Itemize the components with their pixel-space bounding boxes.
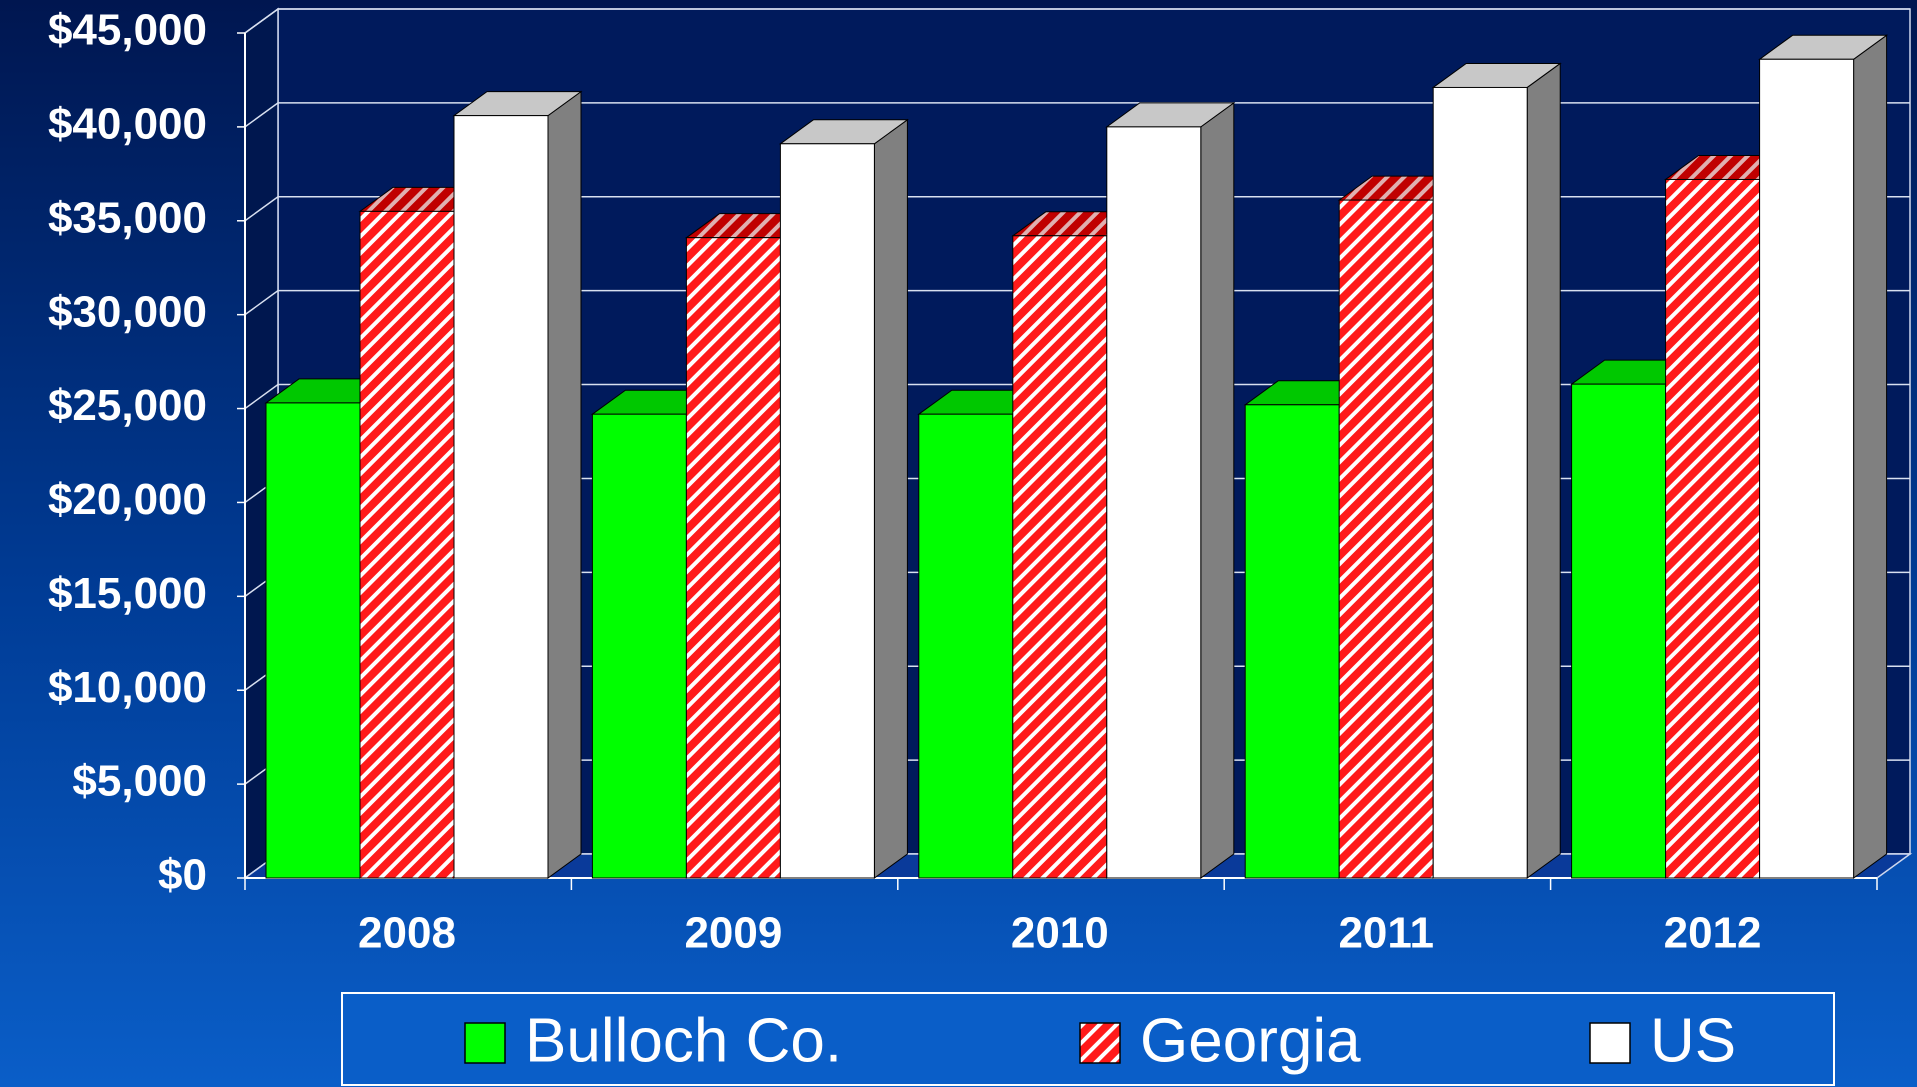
legend-label: Bulloch Co. [525,1006,842,1075]
bar-front [1759,58,1855,879]
grid-line [244,8,1910,34]
legend-swatch [1589,1022,1631,1064]
bar [778,118,909,879]
bar-side [1200,101,1235,879]
bar-front [1012,235,1108,879]
bar-side [1526,62,1561,879]
x-tick-label: 2008 [358,909,456,958]
y-tick-label: $10,000 [48,663,207,712]
bar-front [1106,126,1202,879]
bar [1758,34,1889,879]
bar-front [1338,199,1434,879]
y-tick-label: $20,000 [48,475,207,524]
bar-side [547,90,582,879]
y-tick-label: $25,000 [48,381,207,430]
x-tick-label: 2010 [1011,909,1109,958]
bar-side [873,118,908,879]
y-tick-label: $40,000 [48,100,207,149]
bar-front [453,115,549,879]
y-tick-label: $35,000 [48,193,207,242]
bar-front [591,413,687,879]
bar-front [918,413,1014,879]
y-tick-label: $45,000 [48,6,207,55]
bar [452,90,583,879]
bar-front [1432,86,1528,879]
legend-label: Georgia [1140,1006,1361,1075]
bar-front [1244,404,1340,879]
x-tick-label: 2009 [684,909,782,958]
bar [1431,62,1562,879]
x-tick-label: 2011 [1338,909,1433,958]
legend-swatch [1079,1022,1121,1064]
y-tick-label: $15,000 [48,569,207,618]
y-tick-label: $5,000 [72,757,207,806]
bar-front [265,402,361,879]
x-tick-label: 2012 [1664,909,1762,958]
bar-front [685,237,781,879]
bar-front [1665,178,1761,879]
bar-front [1571,383,1667,879]
y-tick-label: $0 [158,851,207,900]
bar-front [779,143,875,879]
bar [1105,101,1236,879]
bar-side [1853,34,1888,879]
bar-front [359,210,455,879]
legend-label: US [1650,1006,1736,1075]
y-tick-label: $30,000 [48,287,207,336]
grid-line [244,102,1910,128]
legend-swatch [464,1022,506,1064]
